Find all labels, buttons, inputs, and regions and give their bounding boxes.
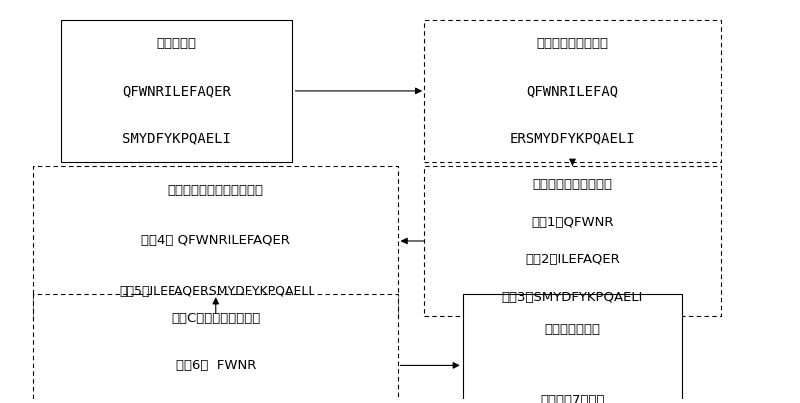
- Text: 有一个漏切位点的碎裂肽段: 有一个漏切位点的碎裂肽段: [168, 185, 264, 197]
- FancyBboxPatch shape: [423, 166, 722, 316]
- Text: 肽段6：  FWNR: 肽段6： FWNR: [175, 359, 256, 372]
- FancyBboxPatch shape: [34, 294, 398, 403]
- Text: 虚拟酶解最终结: 虚拟酶解最终结: [545, 323, 601, 337]
- FancyBboxPatch shape: [34, 166, 398, 316]
- Text: 无漏切位点的碎裂肽段: 无漏切位点的碎裂肽段: [533, 178, 613, 191]
- Text: QFWNRILEFAQ: QFWNRILEFAQ: [526, 84, 618, 98]
- FancyBboxPatch shape: [462, 294, 682, 403]
- Text: 符合规则的酶切位点: 符合规则的酶切位点: [537, 37, 609, 50]
- Text: ERSMYDFYKPQAELI: ERSMYDFYKPQAELI: [510, 131, 635, 145]
- Text: QFWNRILEFAQER: QFWNRILEFAQER: [122, 84, 231, 98]
- FancyBboxPatch shape: [61, 20, 292, 162]
- FancyBboxPatch shape: [423, 20, 722, 162]
- Text: SMYDFYKPQAELI: SMYDFYKPQAELI: [122, 131, 231, 145]
- Text: 肽段3：SMYDFYKPQAELI: 肽段3：SMYDFYKPQAELI: [502, 291, 643, 304]
- Text: 肽段2：ILEFAQER: 肽段2：ILEFAQER: [525, 253, 620, 266]
- Text: 肽段1：QFWNR: 肽段1：QFWNR: [531, 216, 614, 229]
- Text: 肽段5：ILEFAQERSMYDFYKPQAELI: 肽段5：ILEFAQERSMYDFYKPQAELI: [119, 285, 312, 297]
- Text: 蛋白质序列: 蛋白质序列: [157, 37, 197, 50]
- Text: 果为上面7个肽段: 果为上面7个肽段: [540, 395, 605, 403]
- Text: 考虑C段敏感产生的肽段: 考虑C段敏感产生的肽段: [171, 312, 260, 324]
- Text: 肽段4： QFWNRILEFAQER: 肽段4： QFWNRILEFAQER: [142, 235, 290, 247]
